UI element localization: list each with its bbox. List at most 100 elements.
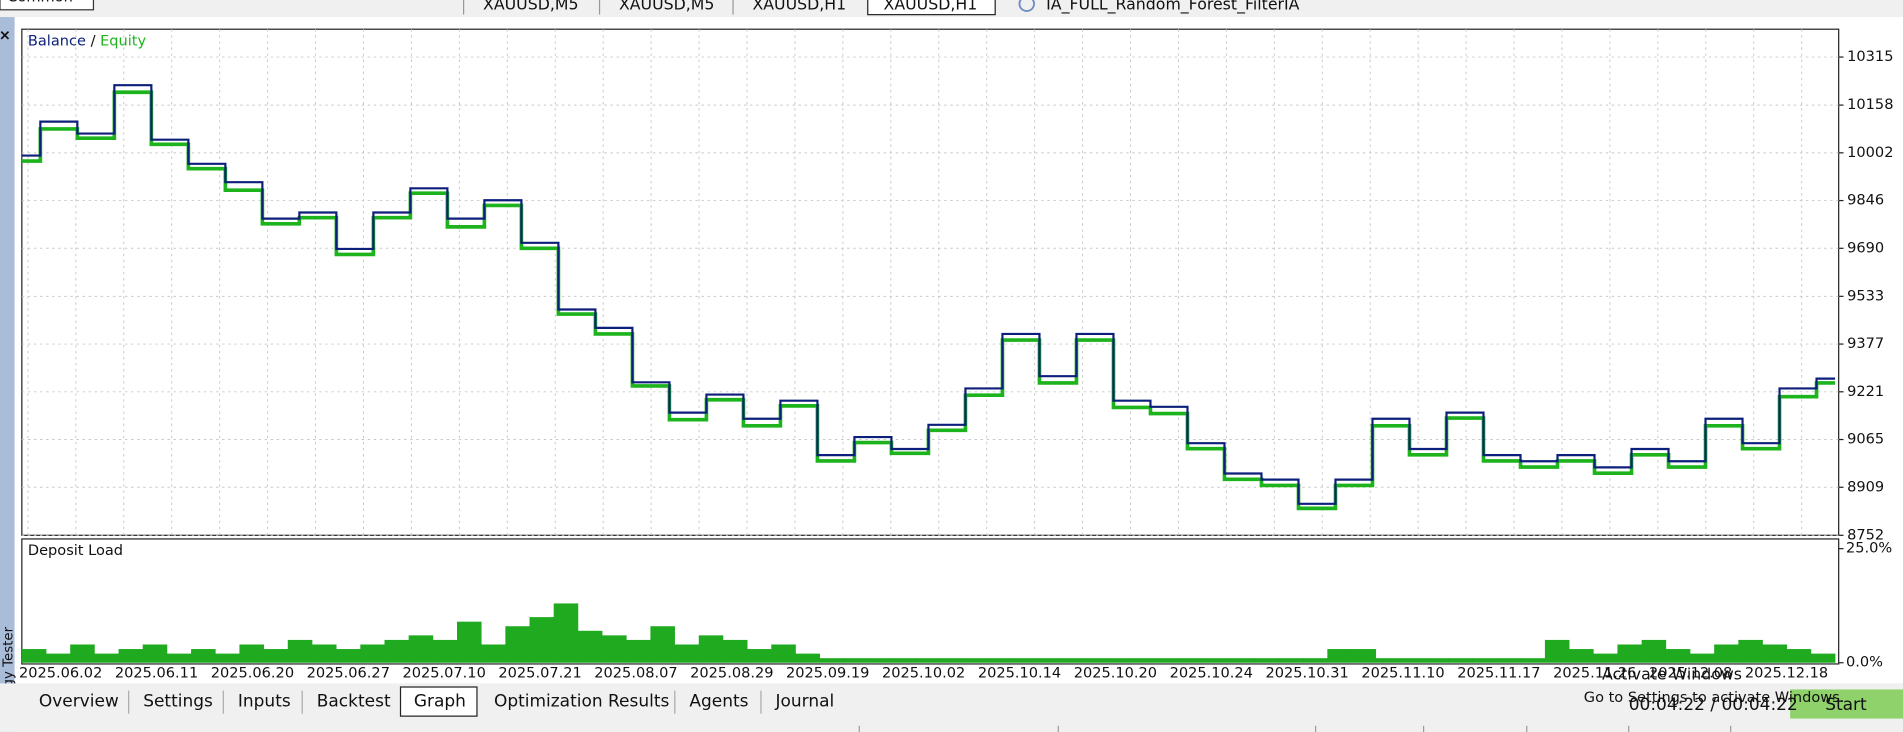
deposit-bar <box>1230 658 1256 663</box>
start-button[interactable] <box>1790 689 1903 719</box>
deposit-bar <box>239 644 264 663</box>
chart-tab[interactable]: XAUUSD,M5 <box>619 0 714 13</box>
active-top-tab-box <box>867 0 996 16</box>
watermark: Go to Settings to activate Windows. <box>1584 689 1845 706</box>
deposit-frame <box>21 538 1840 665</box>
bottom-tab[interactable]: Backtest <box>317 692 391 712</box>
deposit-bar <box>940 658 966 663</box>
deposit-bar <box>505 626 530 663</box>
y-tick-label: 25.0% <box>1846 540 1892 557</box>
expert-icon <box>1018 0 1035 12</box>
x-tick-label: 2025.07.10 <box>403 665 486 682</box>
chart-tab[interactable]: XAUUSD,M5 <box>483 0 578 13</box>
deposit-bar <box>1496 658 1522 663</box>
x-tick-label: 2025.06.11 <box>115 665 198 682</box>
deposit-bar <box>819 658 845 663</box>
y-tick-label: 10315 <box>1847 48 1893 65</box>
chart-tab[interactable]: XAUUSD,H1 <box>884 0 978 13</box>
bottom-tab[interactable]: Overview <box>39 692 119 712</box>
deposit-bar <box>1085 658 1111 663</box>
legend-balance: Balance <box>28 32 86 49</box>
deposit-bar <box>771 644 796 663</box>
bottom-tab[interactable]: Settings <box>143 692 213 712</box>
deposit-bar <box>1399 658 1425 663</box>
deposit-bar <box>529 617 555 663</box>
deposit-bar <box>892 658 917 663</box>
x-tick-label: 2025.06.27 <box>307 665 390 682</box>
deposit-bar <box>553 603 579 663</box>
deposit-bar <box>988 658 1014 663</box>
deposit-bar <box>1472 658 1497 663</box>
x-tick-label: 2025.10.20 <box>1074 665 1157 682</box>
deposit-bar <box>336 649 361 663</box>
deposit-bar <box>1303 658 1328 663</box>
deposit-bar <box>70 644 95 663</box>
deposit-bar <box>457 621 482 663</box>
deposit-bar <box>1206 658 1232 663</box>
legend-separator: / <box>91 32 96 49</box>
y-tick-label: 9377 <box>1847 335 1884 352</box>
deposit-bar <box>1738 639 1763 663</box>
deposit-title: Deposit Load <box>28 542 123 559</box>
deposit-bar <box>1569 649 1594 663</box>
deposit-bar <box>21 649 47 663</box>
x-tick-label: 2025.06.02 <box>19 665 102 682</box>
deposit-bar <box>1133 658 1159 663</box>
deposit-bar <box>1786 649 1812 663</box>
deposit-bar <box>626 639 651 663</box>
deposit-bar <box>1689 653 1715 663</box>
x-tick-label: 2025.12.18 <box>1745 665 1828 682</box>
timer: 00:04:22 / 00:04:22 <box>1629 695 1798 715</box>
x-tick-label: 2025.10.02 <box>882 665 965 682</box>
x-tick-label: 2025.11.10 <box>1361 665 1444 682</box>
deposit-bar <box>1593 653 1618 663</box>
deposit-bar <box>1254 658 1280 663</box>
top-button-label[interactable]: Favorites <box>109 0 175 3</box>
bottom-tab[interactable]: Journal <box>775 692 835 712</box>
deposit-bar <box>1109 658 1135 663</box>
deposit-bar <box>1278 658 1304 663</box>
deposit-bar <box>408 635 434 663</box>
y-tick-label: 9690 <box>1847 239 1884 256</box>
deposit-bar <box>722 639 748 663</box>
x-tick-label: 2025.07.21 <box>498 665 581 682</box>
y-tick-label: 10158 <box>1847 96 1893 113</box>
start-label[interactable]: Start <box>1825 695 1867 715</box>
deposit-bar <box>287 639 313 663</box>
deposit-bar <box>118 649 144 663</box>
close-icon[interactable] <box>0 31 10 40</box>
deposit-bar <box>1520 658 1546 663</box>
y-tick-label: 10002 <box>1847 144 1893 161</box>
deposit-bar <box>1617 644 1642 663</box>
expert-name: IA_FULL_Random_Forest_FilterIA <box>1046 0 1299 14</box>
deposit-bar <box>1714 644 1739 663</box>
deposit-bar <box>94 653 119 663</box>
bottom-tab[interactable]: Agents <box>689 692 748 712</box>
deposit-bar <box>263 649 289 663</box>
deposit-bar <box>311 644 337 663</box>
top-button-label[interactable]: Common <box>7 0 73 6</box>
x-tick-label: 2025.06.20 <box>211 665 294 682</box>
deposit-bar <box>1641 639 1667 663</box>
bottom-tab[interactable]: Graph <box>414 692 466 712</box>
deposit-bar <box>1182 658 1207 663</box>
deposit-bar <box>795 653 821 663</box>
deposit-bar <box>1061 658 1086 663</box>
x-tick-label: 2025.11.17 <box>1457 665 1540 682</box>
bottom-tab[interactable]: Inputs <box>238 692 291 712</box>
bottom-tab[interactable]: Optimization Results <box>494 692 670 712</box>
y-tick-label: 9221 <box>1847 383 1884 400</box>
deposit-bar <box>191 649 216 663</box>
deposit-bar <box>1351 649 1377 663</box>
bottom-bar <box>0 683 1903 732</box>
deposit-bar <box>577 630 603 663</box>
common-button[interactable] <box>0 0 95 11</box>
chart-tab[interactable]: XAUUSD,H1 <box>752 0 846 13</box>
deposit-bar <box>215 653 240 663</box>
line-balance <box>21 84 1836 505</box>
deposit-bar <box>142 644 168 663</box>
deposit-bar <box>1544 639 1570 663</box>
deposit-bar <box>1013 658 1038 663</box>
deposit-bar <box>1158 658 1183 663</box>
y-tick-label: 9065 <box>1847 431 1884 448</box>
